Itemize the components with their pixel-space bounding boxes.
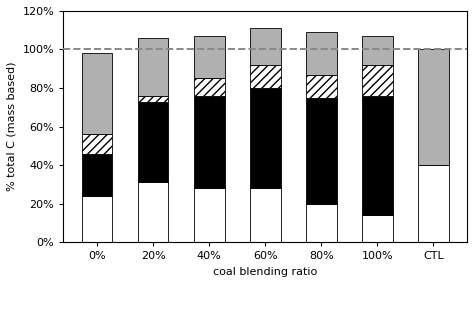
Legend: hydrocarbons, char, off gas 1, off gas 2: hydrocarbons, char, off gas 1, off gas 2 (126, 321, 405, 323)
Bar (82, 53, 112, 134)
Bar (137, 182, 168, 242)
Bar (306, 98, 337, 204)
Y-axis label: % total C (mass based): % total C (mass based) (7, 62, 17, 191)
Bar (418, 49, 449, 165)
Bar (250, 28, 281, 65)
Bar (250, 88, 281, 188)
Bar (137, 101, 168, 182)
Bar (194, 188, 225, 242)
Bar (306, 32, 337, 75)
Bar (362, 65, 392, 96)
Bar (362, 96, 392, 215)
Bar (194, 78, 225, 96)
Bar (250, 65, 281, 88)
Bar (82, 153, 112, 196)
X-axis label: coal blending ratio: coal blending ratio (213, 267, 317, 277)
Bar (194, 36, 225, 78)
Bar (137, 96, 168, 101)
Bar (82, 134, 112, 153)
Bar (250, 188, 281, 242)
Bar (82, 196, 112, 242)
Bar (306, 75, 337, 98)
Bar (362, 36, 392, 65)
Bar (194, 96, 225, 188)
Bar (306, 204, 337, 242)
Bar (418, 165, 449, 242)
Bar (137, 38, 168, 96)
Bar (362, 215, 392, 242)
